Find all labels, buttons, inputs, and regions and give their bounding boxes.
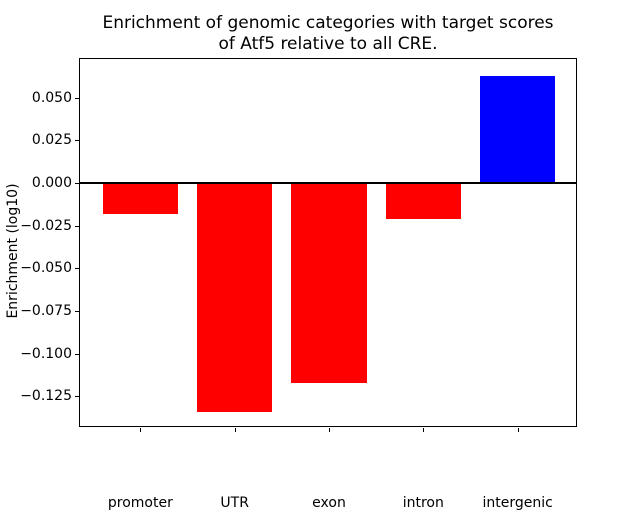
y-tick-label: −0.050: [20, 260, 72, 277]
y-tick-mark: [75, 183, 79, 185]
y-tick-mark: [75, 140, 79, 142]
chart-title: Enrichment of genomic categories with ta…: [102, 13, 554, 54]
zero-baseline: [80, 182, 576, 185]
y-tick-mark: [75, 268, 79, 270]
bar-UTR: [196, 183, 273, 412]
y-tick-label: 0.025: [31, 132, 72, 149]
y-tick-mark: [75, 97, 79, 99]
x-tick-label-intergenic: intergenic: [482, 495, 553, 511]
y-tick-label: −0.025: [20, 217, 72, 234]
figure: Enrichment of genomic categories with ta…: [5, 13, 577, 511]
bar-exon: [291, 183, 367, 383]
bar-promoter: [102, 183, 179, 214]
y-tick-label: −0.075: [20, 303, 72, 320]
y-tick-mark: [75, 353, 79, 355]
x-tick-mark: [140, 428, 142, 432]
y-tick-label: 0.050: [31, 89, 72, 106]
x-tick-mark: [423, 428, 425, 432]
y-tick-label: 0.000: [31, 175, 72, 192]
y-tick-mark: [75, 311, 79, 313]
bar-intergenic: [479, 75, 556, 184]
y-tick-mark: [75, 225, 79, 227]
y-tick-label: −0.125: [20, 388, 72, 405]
bar-intron: [385, 183, 462, 219]
y-tick-mark: [75, 396, 79, 398]
y-tick-label: −0.100: [20, 345, 72, 362]
x-tick-mark: [329, 428, 330, 432]
plot-area: promoter UTR exon intron intergenic 0.050 0.02…: [20, 58, 577, 511]
y-axis-label: Enrichment (log10): [5, 183, 21, 319]
x-tick-mark: [517, 428, 519, 432]
x-tick-mark: [234, 428, 236, 432]
